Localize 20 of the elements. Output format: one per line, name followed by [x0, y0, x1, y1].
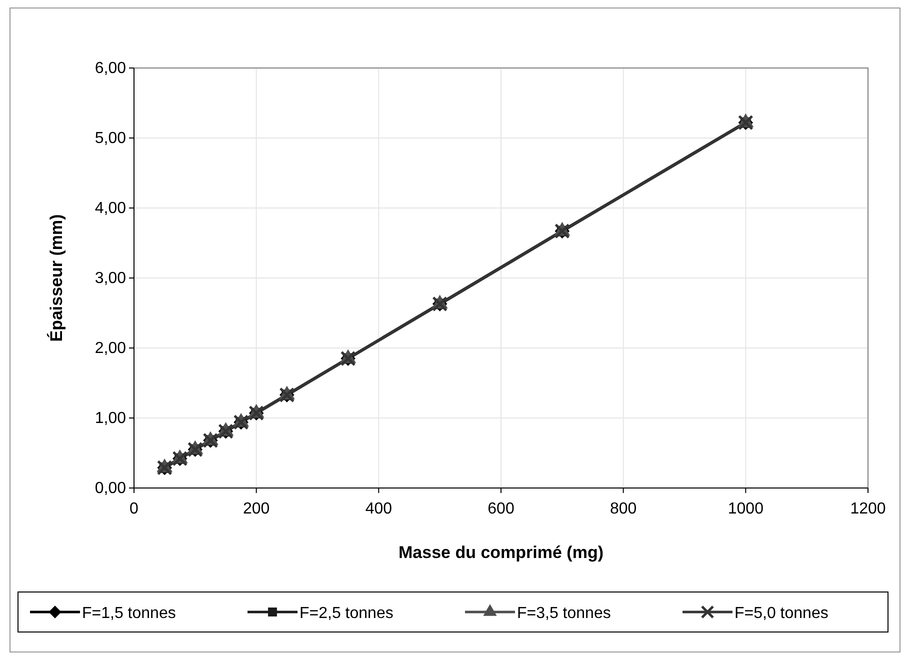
y-tick-label: 1,00 — [94, 410, 126, 428]
legend-label: F=3,5 tonnes — [517, 605, 611, 622]
x-tick-label: 200 — [242, 500, 270, 518]
x-tick-label: 800 — [610, 500, 637, 518]
x-tick-label: 1200 — [850, 500, 886, 518]
legend-label: F=5,0 tonnes — [734, 605, 828, 622]
y-tick-label: 5,00 — [94, 130, 126, 148]
x-tick-label: 600 — [488, 500, 514, 518]
x-tick-label: 400 — [365, 500, 392, 518]
x-tick-label: 0 — [130, 500, 139, 518]
y-tick-label: 6,00 — [94, 60, 126, 78]
y-tick-label: 4,00 — [94, 200, 126, 218]
x-tick-label: 1000 — [728, 500, 764, 518]
legend-label: F=2,5 tonnes — [300, 605, 394, 622]
x-axis-title: Masse du comprimé (mg) — [398, 543, 604, 562]
legend-label: F=1,5 tonnes — [82, 605, 176, 622]
y-tick-label: 2,00 — [94, 340, 126, 358]
y-axis-title: Épaisseur (mm) — [46, 214, 66, 342]
y-tick-label: 0,00 — [94, 480, 126, 498]
y-tick-label: 3,00 — [94, 270, 126, 288]
